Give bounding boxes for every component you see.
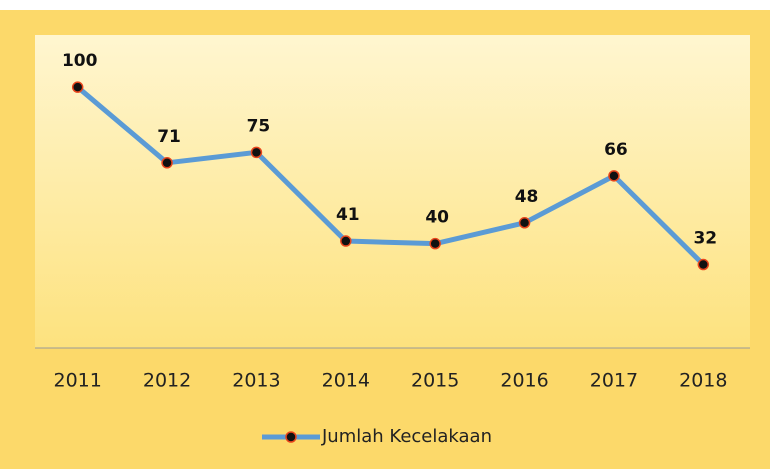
data-label: 100 (62, 51, 98, 71)
data-label: 32 (693, 229, 717, 249)
x-tick-label: 2014 (322, 370, 370, 392)
data-label: 75 (247, 116, 271, 136)
x-tick-label: 2017 (590, 370, 638, 392)
x-tick-label: 2011 (54, 370, 102, 392)
data-label: 71 (157, 127, 181, 147)
data-label: 41 (336, 205, 360, 225)
legend-label: Jumlah Kecelakaan (321, 426, 492, 447)
data-label: 66 (604, 140, 628, 160)
data-point (429, 237, 441, 250)
data-point (340, 235, 352, 247)
data-point (161, 157, 173, 169)
x-tick-label: 2016 (500, 370, 548, 392)
x-tick-label: 2018 (679, 370, 727, 392)
data-point (250, 146, 263, 159)
series-line (76, 85, 706, 267)
plot-area (35, 35, 750, 348)
data-label: 48 (515, 187, 539, 207)
data-point (518, 217, 531, 229)
data-label: 40 (425, 208, 449, 228)
data-point (71, 81, 84, 93)
x-tick-label: 2012 (143, 370, 191, 392)
x-tick-label: 2013 (232, 370, 280, 392)
x-tick-label: 2015 (411, 370, 459, 392)
legend-marker (285, 431, 297, 443)
data-point (608, 170, 620, 182)
top-strip (0, 0, 770, 10)
data-point (697, 258, 710, 271)
